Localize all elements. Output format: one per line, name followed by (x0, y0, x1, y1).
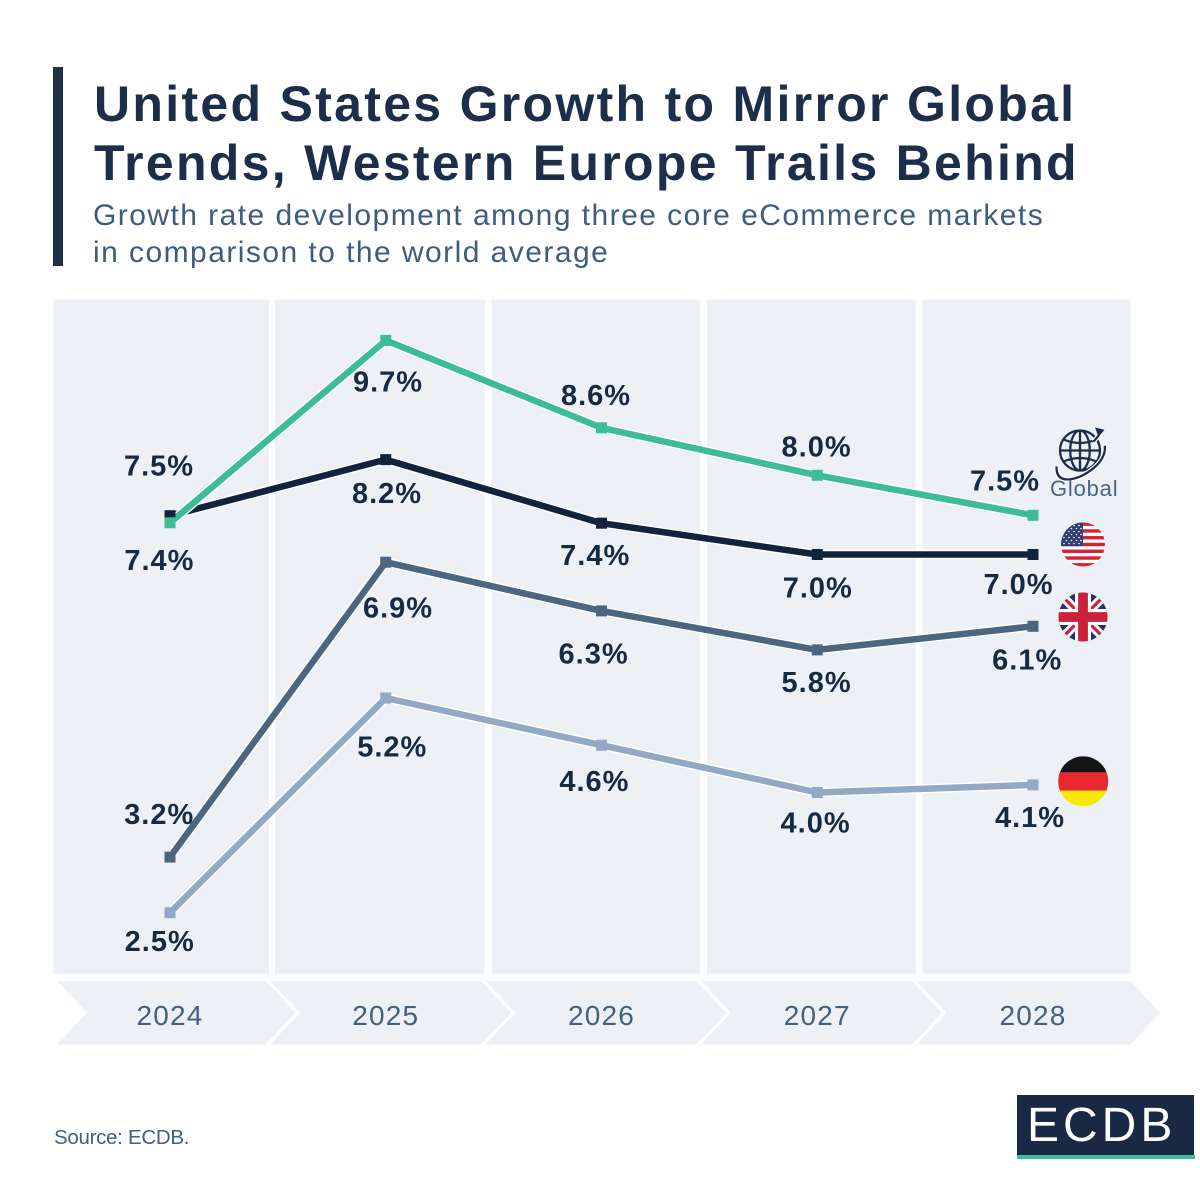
svg-text:2.5%: 2.5% (125, 926, 195, 958)
svg-text:4.0%: 4.0% (781, 808, 851, 840)
svg-text:8.0%: 8.0% (782, 432, 852, 464)
svg-text:2026: 2026 (568, 1000, 635, 1031)
svg-text:7.0%: 7.0% (783, 573, 853, 605)
svg-text:9.7%: 9.7% (353, 367, 423, 399)
svg-text:2028: 2028 (999, 1000, 1066, 1031)
svg-text:7.5%: 7.5% (970, 466, 1040, 498)
svg-text:2025: 2025 (352, 1000, 419, 1031)
svg-text:6.9%: 6.9% (363, 593, 433, 625)
svg-text:7.4%: 7.4% (124, 545, 194, 577)
svg-text:7.5%: 7.5% (124, 451, 194, 483)
svg-text:2024: 2024 (136, 1000, 203, 1031)
svg-text:5.8%: 5.8% (782, 667, 852, 699)
svg-text:6.3%: 6.3% (559, 639, 629, 671)
svg-text:8.6%: 8.6% (561, 380, 631, 412)
svg-text:7.4%: 7.4% (560, 540, 630, 572)
svg-text:4.1%: 4.1% (995, 802, 1065, 834)
svg-text:2027: 2027 (784, 1000, 851, 1031)
svg-text:3.2%: 3.2% (124, 799, 194, 831)
svg-text:5.2%: 5.2% (357, 732, 427, 764)
svg-text:6.1%: 6.1% (992, 645, 1062, 677)
svg-text:4.6%: 4.6% (559, 766, 629, 798)
svg-text:8.2%: 8.2% (352, 478, 422, 510)
svg-text:Global: Global (1050, 476, 1118, 501)
svg-text:7.0%: 7.0% (983, 569, 1053, 601)
